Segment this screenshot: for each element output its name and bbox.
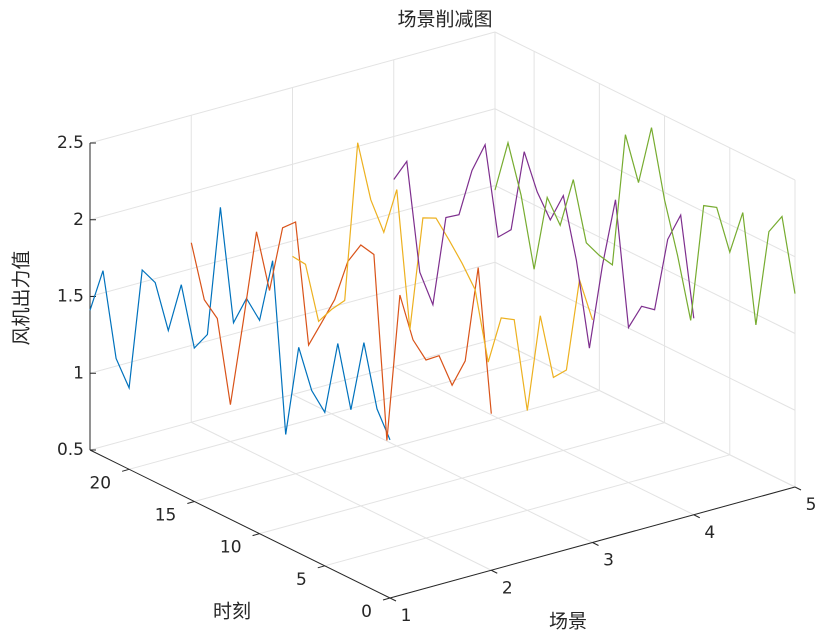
grid-line [494, 31, 796, 181]
x-tick [592, 542, 599, 546]
grid-line [89, 261, 496, 374]
x-tick-label: 1 [401, 606, 412, 626]
y-tick [187, 500, 195, 504]
x-tick-label: 3 [603, 551, 614, 571]
series-line [393, 142, 695, 349]
z-axis-label: 风机出力值 [11, 250, 33, 345]
x-tick [693, 514, 700, 519]
y-tick-label: 5 [296, 570, 307, 590]
grid-line [494, 261, 796, 411]
y-axis-label: 时刻 [213, 601, 251, 623]
y-tick-label: 20 [89, 473, 111, 493]
z-tick-label: 2.5 [57, 133, 84, 153]
series-line [89, 207, 391, 441]
series-line [190, 221, 492, 441]
x-tick [794, 486, 802, 491]
y-tick [121, 468, 130, 472]
grid-line [89, 338, 496, 451]
y-tick-label: 10 [220, 538, 242, 558]
grid-line [194, 389, 600, 502]
grid-line [89, 185, 496, 297]
y-tick [252, 533, 260, 537]
series-line [292, 142, 594, 411]
grid-line [89, 108, 496, 221]
y-tick-label: 0 [361, 602, 372, 622]
chart-title: 场景削减图 [397, 9, 492, 31]
z-tick-label: 2 [73, 210, 84, 230]
z-tick-label: 0.5 [57, 440, 84, 460]
grid-line [191, 421, 492, 571]
grid-line [494, 338, 796, 488]
grid-line [89, 31, 496, 144]
x-tick-label: 5 [806, 495, 817, 515]
series-line [494, 127, 796, 325]
x-tick-label: 4 [704, 523, 715, 543]
y-axis-line [89, 449, 391, 599]
x-tick [491, 569, 498, 574]
y-tick [382, 597, 391, 601]
x-tick [389, 597, 397, 602]
grid-line [393, 366, 694, 516]
x-tick-label: 2 [502, 578, 513, 598]
z-tick-label: 1 [73, 363, 84, 383]
z-tick-label: 1.5 [57, 287, 84, 307]
grid-line [259, 422, 665, 535]
y-tick [317, 565, 325, 569]
y-tick-label: 15 [155, 505, 177, 525]
grid-line [292, 394, 593, 543]
grid-line [324, 454, 730, 567]
x-axis-label: 场景 [549, 611, 587, 633]
grid-line [128, 357, 535, 470]
